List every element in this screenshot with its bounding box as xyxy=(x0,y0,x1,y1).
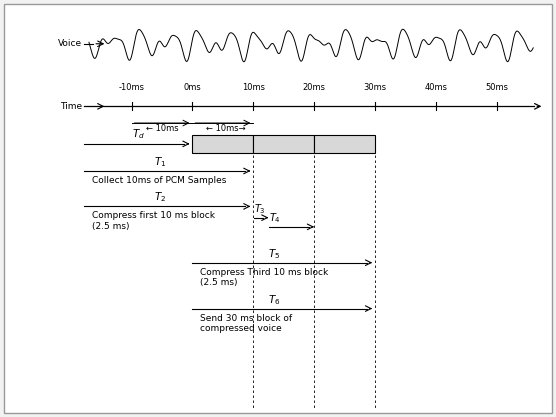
Text: 40ms: 40ms xyxy=(424,83,448,92)
Text: $T_5$: $T_5$ xyxy=(269,247,281,261)
Text: $T_4$: $T_4$ xyxy=(270,211,281,225)
Text: $T_6$: $T_6$ xyxy=(269,293,281,306)
Text: 30ms: 30ms xyxy=(364,83,386,92)
Text: Send 30 ms block of
compressed voice: Send 30 ms block of compressed voice xyxy=(200,314,292,333)
Text: 20ms: 20ms xyxy=(302,83,326,92)
Text: 10ms: 10ms xyxy=(242,83,265,92)
Bar xyxy=(254,135,314,153)
Text: $T_1$: $T_1$ xyxy=(154,155,166,169)
Text: Compress first 10 ms block
(2.5 ms): Compress first 10 ms block (2.5 ms) xyxy=(92,211,215,231)
Text: Compress Third 10 ms block
(2.5 ms): Compress Third 10 ms block (2.5 ms) xyxy=(200,268,329,287)
Bar xyxy=(314,135,375,153)
Text: Time: Time xyxy=(60,102,82,111)
Text: $T_3$: $T_3$ xyxy=(254,202,266,216)
FancyBboxPatch shape xyxy=(4,4,552,413)
Text: ← 10ms: ← 10ms xyxy=(146,124,178,133)
Text: $T_2$: $T_2$ xyxy=(154,191,166,204)
Text: Voice: Voice xyxy=(58,39,82,48)
Text: Collect 10ms of PCM Samples: Collect 10ms of PCM Samples xyxy=(92,176,226,185)
Text: -10ms: -10ms xyxy=(118,83,145,92)
Text: $T_d$: $T_d$ xyxy=(132,127,145,141)
Bar xyxy=(192,135,254,153)
Text: ← 10ms→: ← 10ms→ xyxy=(206,124,246,133)
Text: 0ms: 0ms xyxy=(183,83,201,92)
Text: 50ms: 50ms xyxy=(485,83,508,92)
